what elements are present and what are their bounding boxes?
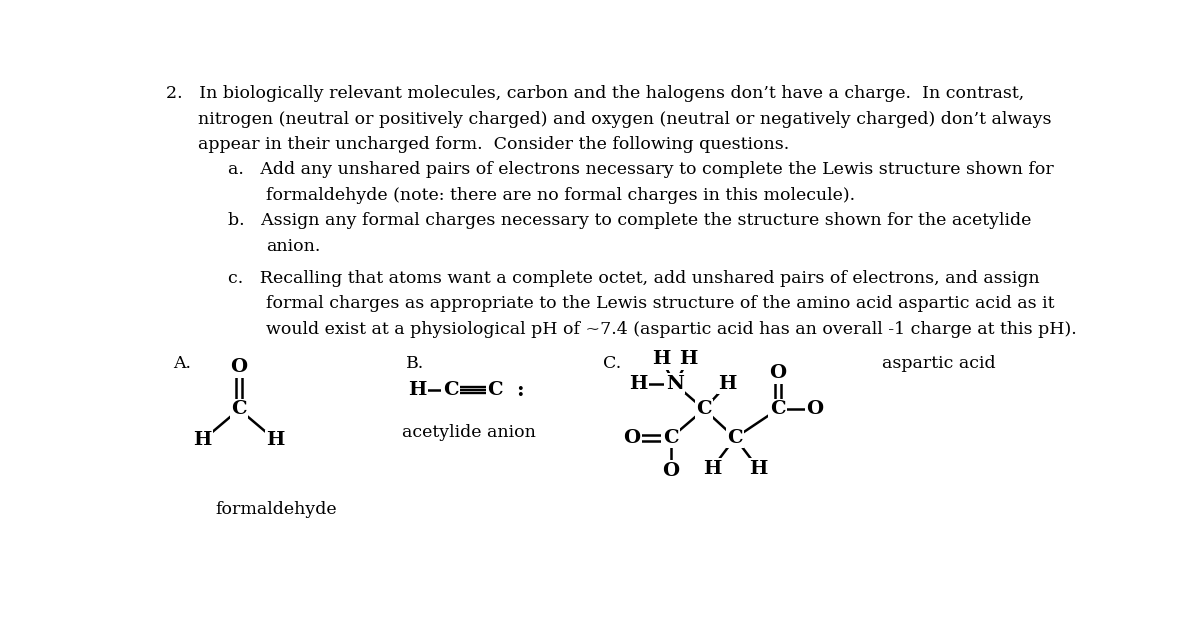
Text: C: C xyxy=(443,381,458,399)
Text: O: O xyxy=(769,364,786,382)
Text: H: H xyxy=(408,381,426,399)
Text: C.: C. xyxy=(604,355,622,371)
Text: C: C xyxy=(770,401,786,419)
Text: would exist at a physiological pH of ~7.4 (aspartic acid has an overall -1 charg: would exist at a physiological pH of ~7.… xyxy=(266,321,1078,338)
Text: C: C xyxy=(696,401,712,419)
Text: formaldehyde (note: there are no formal charges in this molecule).: formaldehyde (note: there are no formal … xyxy=(266,187,856,204)
Text: anion.: anion. xyxy=(266,237,320,255)
Text: C: C xyxy=(727,429,743,447)
Text: N: N xyxy=(666,375,684,393)
Text: c.   Recalling that atoms want a complete octet, add unshared pairs of electrons: c. Recalling that atoms want a complete … xyxy=(228,270,1039,287)
Text: acetylide anion: acetylide anion xyxy=(402,424,535,441)
Text: H: H xyxy=(679,350,698,368)
Text: O: O xyxy=(230,358,247,376)
Text: H: H xyxy=(653,350,671,368)
Text: A.: A. xyxy=(173,355,191,371)
Text: :: : xyxy=(516,380,523,400)
Text: C: C xyxy=(662,429,679,447)
Text: O: O xyxy=(624,429,641,447)
Text: H: H xyxy=(703,459,721,477)
Text: H: H xyxy=(718,375,737,393)
Text: aspartic acid: aspartic acid xyxy=(882,355,996,371)
Text: C: C xyxy=(487,381,503,399)
Text: formaldehyde: formaldehyde xyxy=(216,501,337,518)
Text: H: H xyxy=(629,375,648,393)
Text: formal charges as appropriate to the Lewis structure of the amino acid aspartic : formal charges as appropriate to the Lew… xyxy=(266,295,1055,312)
Text: 2.   In biologically relevant molecules, carbon and the halogens don’t have a ch: 2. In biologically relevant molecules, c… xyxy=(166,85,1024,102)
Text: O: O xyxy=(662,462,679,480)
Text: B.: B. xyxy=(406,355,424,371)
Text: nitrogen (neutral or positively charged) and oxygen (neutral or negatively charg: nitrogen (neutral or positively charged)… xyxy=(198,110,1051,128)
Text: O: O xyxy=(806,401,823,419)
Text: H: H xyxy=(266,431,284,449)
Text: H: H xyxy=(749,459,768,477)
Text: b.   Assign any formal charges necessary to complete the structure shown for the: b. Assign any formal charges necessary t… xyxy=(228,212,1031,229)
Text: H: H xyxy=(193,431,212,449)
Text: a.   Add any unshared pairs of electrons necessary to complete the Lewis structu: a. Add any unshared pairs of electrons n… xyxy=(228,161,1054,179)
Text: C: C xyxy=(232,401,247,419)
Text: appear in their uncharged form.  Consider the following questions.: appear in their uncharged form. Consider… xyxy=(198,136,790,153)
